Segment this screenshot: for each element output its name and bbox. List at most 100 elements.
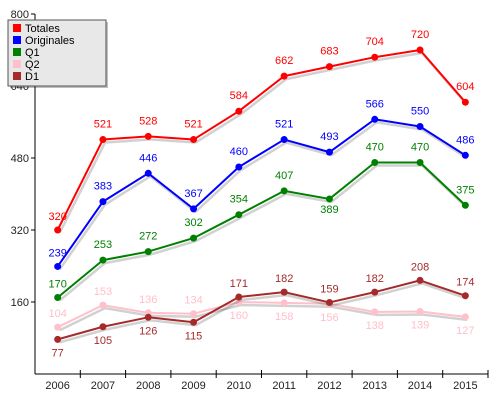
data-label: 550 [411, 106, 429, 118]
data-point [144, 313, 152, 321]
series-line [57, 279, 466, 341]
series-line [56, 118, 466, 268]
data-label: 253 [94, 239, 112, 251]
series-line [57, 301, 466, 329]
data-point [144, 248, 152, 256]
data-label: 115 [185, 330, 203, 342]
data-label: 662 [275, 55, 293, 67]
y-tick-label: 320 [11, 225, 29, 237]
data-label: 566 [366, 98, 384, 110]
legend-swatch [13, 48, 21, 56]
data-label: 171 [230, 278, 248, 290]
data-label: 239 [48, 247, 66, 259]
y-tick-label: 800 [11, 9, 29, 21]
data-label: 367 [184, 188, 202, 200]
data-point [325, 63, 333, 71]
data-label: 470 [366, 142, 384, 154]
data-point [461, 292, 469, 300]
data-point [144, 132, 152, 140]
data-label: 182 [275, 273, 293, 285]
legend-label: Q1 [25, 47, 40, 59]
legend-swatch [13, 24, 21, 32]
data-label: 134 [184, 295, 202, 307]
data-point [190, 318, 198, 326]
data-point [416, 123, 424, 130]
series-line [56, 49, 467, 231]
data-point [461, 201, 469, 209]
data-point [99, 323, 107, 331]
series-totales [54, 46, 469, 234]
data-point [325, 195, 333, 203]
legend-swatch [13, 60, 21, 68]
data-point [54, 335, 62, 343]
data-point [235, 293, 243, 301]
data-point [54, 294, 62, 301]
data-label: 521 [275, 119, 293, 131]
data-label: 389 [320, 204, 338, 216]
data-point [461, 151, 469, 159]
data-label: 604 [456, 81, 474, 93]
data-label: 153 [94, 286, 112, 298]
series-q1 [54, 159, 469, 302]
x-tick-label: 2008 [136, 380, 160, 392]
data-point [416, 46, 424, 54]
data-label: 407 [275, 170, 293, 182]
data-label: 683 [320, 46, 338, 58]
data-point [461, 98, 469, 106]
data-point [235, 107, 243, 115]
data-point [280, 288, 288, 296]
data-label: 182 [366, 273, 384, 285]
data-label: 174 [456, 277, 474, 289]
data-label: 521 [184, 119, 202, 131]
x-tick-label: 2011 [272, 380, 296, 392]
data-point [235, 298, 243, 306]
legend-label: Q2 [25, 59, 40, 71]
y-tick-label: 480 [11, 153, 29, 165]
data-point [144, 169, 152, 177]
data-label: 208 [411, 261, 429, 273]
series-originales [54, 115, 469, 271]
x-tick-label: 2014 [408, 380, 432, 392]
data-point [416, 276, 424, 284]
data-point [190, 205, 198, 213]
data-point [99, 198, 107, 206]
data-point [99, 136, 107, 144]
data-label: 320 [48, 211, 66, 223]
x-tick-label: 2010 [227, 380, 251, 392]
data-label: 375 [456, 184, 474, 196]
x-tick-label: 2015 [453, 380, 477, 392]
series-line [57, 161, 467, 299]
x-tick-label: 2013 [363, 380, 387, 392]
data-label: 383 [94, 181, 112, 193]
data-point [371, 288, 379, 296]
data-label: 528 [139, 115, 157, 127]
data-point [280, 72, 288, 80]
data-label: 460 [230, 146, 248, 158]
data-point [371, 115, 379, 123]
data-label: 302 [184, 217, 202, 229]
data-label: 158 [275, 311, 293, 323]
legend-swatch [13, 36, 21, 44]
data-label: 160 [230, 310, 248, 322]
data-label: 720 [411, 29, 429, 41]
data-label: 104 [48, 308, 66, 320]
data-point [190, 234, 198, 242]
data-label: 170 [48, 279, 66, 291]
data-label: 77 [52, 347, 64, 359]
series-shadow [59, 282, 468, 344]
data-point [280, 299, 288, 307]
data-label: 272 [139, 231, 157, 243]
data-label: 470 [411, 142, 429, 154]
data-label: 156 [320, 312, 338, 324]
legend-label: Totales [25, 23, 60, 35]
data-point [371, 159, 379, 166]
x-tick-label: 2009 [181, 380, 205, 392]
data-label: 493 [320, 131, 338, 143]
legend-swatch [13, 72, 21, 80]
data-point [280, 187, 288, 195]
data-label: 138 [366, 320, 384, 332]
legend-box [7, 19, 107, 87]
legend-label: Originales [25, 35, 75, 47]
